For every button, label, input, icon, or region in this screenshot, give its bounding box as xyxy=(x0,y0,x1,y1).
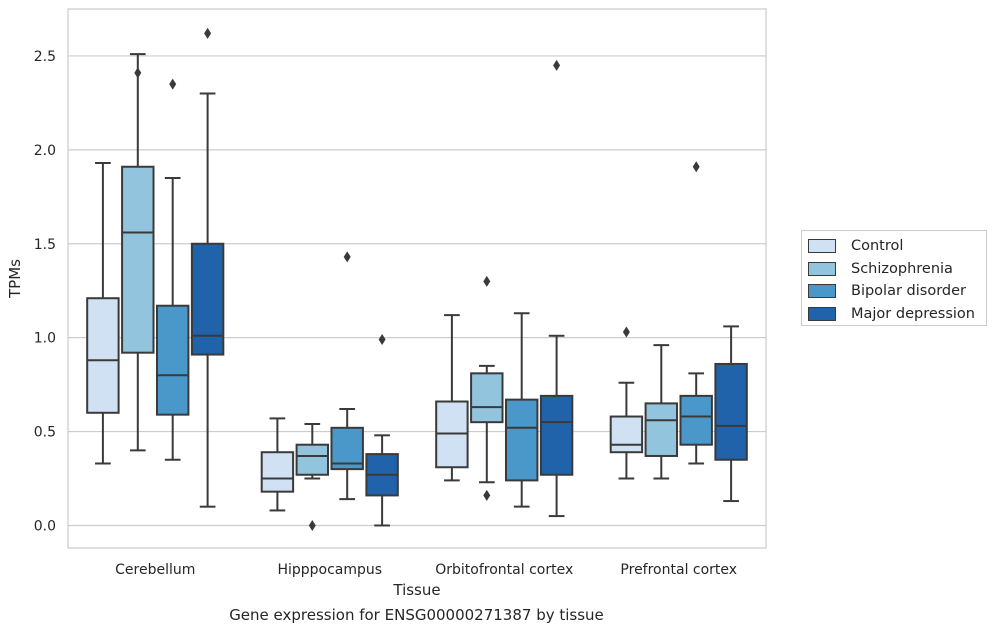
box-body xyxy=(539,394,574,476)
box-control xyxy=(86,162,120,465)
legend-swatch xyxy=(808,306,836,321)
legend-label: Bipolar disorder xyxy=(851,283,966,300)
box-body xyxy=(714,362,748,461)
y-axis-label: TPMs xyxy=(6,259,24,299)
box-body xyxy=(260,451,295,493)
outlier-point xyxy=(204,27,212,39)
outlier-point xyxy=(483,489,491,501)
box-control xyxy=(260,417,295,512)
y-tick-labels: 0.0 0.5 1.0 1.5 2.0 2.5 xyxy=(34,49,56,535)
chart-caption: Gene expression for ENSG00000271387 by t… xyxy=(229,606,604,624)
box-body xyxy=(504,398,539,482)
x-axis-label: Tissue xyxy=(392,581,440,599)
box-body xyxy=(121,165,155,354)
y-tick-label: 0.5 xyxy=(34,425,56,441)
outlier-point xyxy=(343,251,351,263)
legend-label: Major depression xyxy=(851,305,975,322)
legend-item: Bipolar disorder xyxy=(808,280,986,303)
x-tick-labels: Cerebellum Hipppocampus Orbitofrontal cort… xyxy=(115,562,737,578)
box-body xyxy=(295,443,330,476)
y-tick-label: 0.0 xyxy=(34,518,56,534)
plot-frame xyxy=(67,8,767,549)
outlier-point xyxy=(308,519,316,531)
x-tick-label: Hipppocampus xyxy=(277,562,382,578)
outlier-point xyxy=(169,78,177,90)
box-body xyxy=(155,304,190,416)
box-schizophrenia xyxy=(121,53,155,452)
box-body xyxy=(190,242,225,356)
y-tick-label: 1.0 xyxy=(34,331,56,347)
box-major-depression xyxy=(190,27,225,508)
legend-item: Schizophrenia xyxy=(808,258,986,281)
box-body xyxy=(470,372,504,424)
box-bipolar-disorder xyxy=(504,312,539,508)
legend-swatch xyxy=(808,239,836,254)
x-tick-label: Orbitofrontal cortex xyxy=(435,562,573,578)
legend-label: Schizophrenia xyxy=(851,260,953,277)
legend: Control Schizophrenia Bipolar disorder Majo… xyxy=(801,230,987,326)
box-major-depression xyxy=(365,334,399,527)
y-tick-label: 2.0 xyxy=(34,143,56,159)
y-tick-label: 2.5 xyxy=(34,49,56,65)
box-bipolar-disorder xyxy=(330,251,364,501)
box-body xyxy=(644,402,679,457)
x-tick-label: Prefrontal cortex xyxy=(620,562,737,578)
legend-swatch xyxy=(808,261,836,276)
y-tick-label: 1.5 xyxy=(34,237,56,253)
outlier-point xyxy=(553,59,561,71)
outlier-point xyxy=(692,161,700,173)
box-schizophrenia xyxy=(470,275,504,501)
box-major-depression xyxy=(539,59,574,518)
box-bipolar-disorder xyxy=(679,161,713,465)
box-body xyxy=(86,297,120,414)
box-schizophrenia xyxy=(295,423,330,531)
outlier-point xyxy=(378,334,386,346)
box-control xyxy=(609,326,644,480)
box-major-depression xyxy=(714,325,748,503)
box-body xyxy=(679,394,713,446)
legend-item: Major depression xyxy=(808,303,986,326)
box-body xyxy=(609,415,644,454)
box-bipolar-disorder xyxy=(155,78,190,461)
legend-swatch xyxy=(808,284,836,299)
outlier-point xyxy=(134,67,142,79)
box-control xyxy=(435,314,469,482)
box-schizophrenia xyxy=(644,344,679,480)
legend-item: Control xyxy=(808,235,986,258)
legend-label: Control xyxy=(851,238,904,255)
box-body xyxy=(330,426,364,471)
outlier-point xyxy=(622,326,630,338)
x-tick-label: Cerebellum xyxy=(115,562,195,578)
boxes xyxy=(86,27,748,531)
outlier-point xyxy=(483,275,491,287)
